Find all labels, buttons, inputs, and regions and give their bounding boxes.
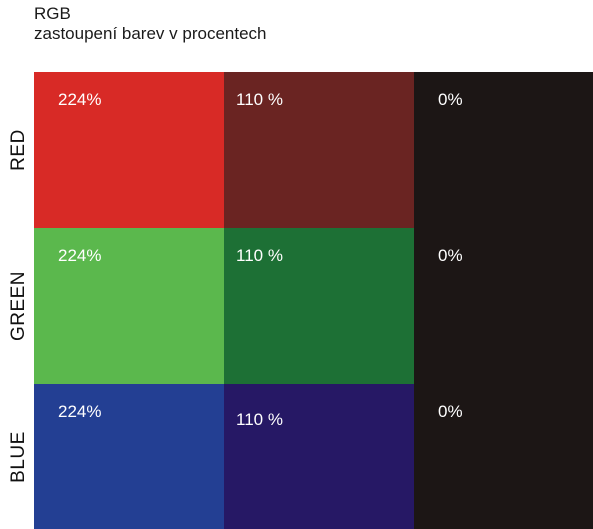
cell-value: 110 % <box>236 410 283 429</box>
cell-green-half: 110 % <box>224 228 414 384</box>
row-label-red: RED <box>8 129 29 171</box>
cell-value: 0% <box>438 402 463 421</box>
cell-value: 224% <box>58 246 102 265</box>
cell-value: 110 % <box>236 90 283 109</box>
diagram-heading: RGB zastoupení barev v procentech <box>34 4 266 44</box>
cell-value: 224% <box>58 90 102 109</box>
cell-blue-full: 224% <box>34 384 224 529</box>
cell-value: 224% <box>58 402 102 421</box>
diagram-title: RGB <box>34 4 71 23</box>
row-label-green: GREEN <box>8 270 30 342</box>
cell-red-half: 110 % <box>224 72 414 228</box>
cell-green-zero: 0% <box>414 228 593 384</box>
cell-red-full: 224% <box>34 72 224 228</box>
row-label-blue: BLUE <box>8 430 30 483</box>
diagram-subtitle: zastoupení barev v procentech <box>34 24 267 43</box>
cell-value: 0% <box>438 90 463 109</box>
cell-blue-zero: 0% <box>414 384 593 529</box>
cell-green-full: 224% <box>34 228 224 384</box>
cell-value: 0% <box>438 246 463 265</box>
cell-value: 110 % <box>236 246 283 265</box>
cell-blue-half: 110 % <box>224 384 414 529</box>
color-grid: 224% 110 % 0% 224% 110 % 0% 224% 110 % 0… <box>34 72 593 529</box>
cell-red-zero: 0% <box>414 72 593 228</box>
